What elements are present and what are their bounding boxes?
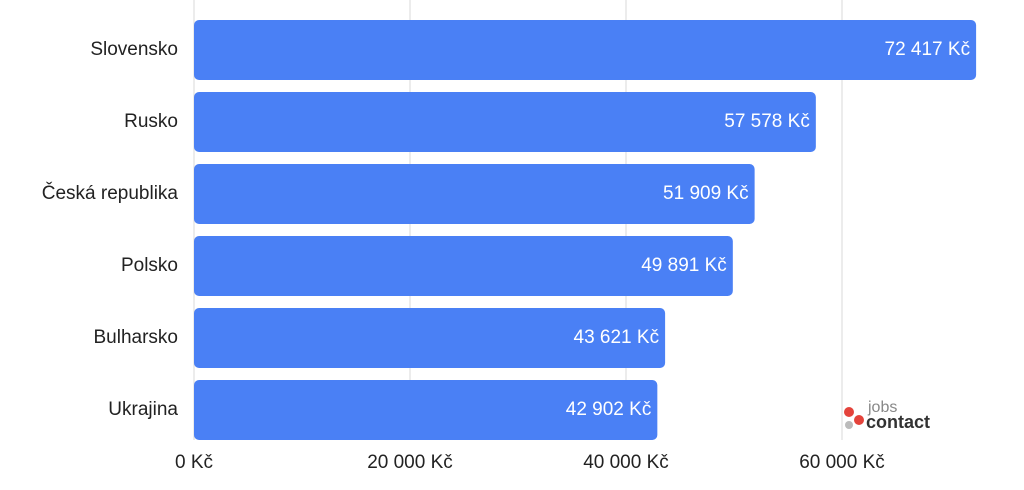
y-tick-label: Bulharsko — [94, 327, 179, 348]
logo-text: jobs — [867, 399, 897, 416]
bar — [194, 236, 733, 296]
bar — [194, 308, 666, 368]
bar — [194, 380, 658, 440]
bar — [194, 92, 816, 152]
y-tick-label: Česká republika — [42, 182, 179, 204]
x-tick-label: 20 000 Kč — [367, 452, 453, 473]
y-tick-label: Polsko — [121, 255, 178, 276]
logo-text: contact — [866, 412, 930, 432]
value-label: 72 417 Kč — [885, 39, 971, 60]
y-tick-label: Slovensko — [90, 39, 178, 60]
x-tick-label: 0 Kč — [175, 452, 213, 473]
value-label: 42 902 Kč — [566, 399, 652, 420]
x-tick-label: 40 000 Kč — [583, 452, 669, 473]
bar — [194, 164, 755, 224]
logo: jobs contact — [844, 399, 930, 432]
bar — [194, 20, 977, 80]
y-tick-label: Rusko — [124, 111, 178, 132]
logo-icon — [854, 415, 864, 425]
value-label: 51 909 Kč — [663, 183, 749, 204]
value-label: 49 891 Kč — [641, 255, 727, 276]
x-tick-label: 60 000 Kč — [799, 452, 885, 473]
value-label: 57 578 Kč — [724, 111, 810, 132]
value-label: 43 621 Kč — [574, 327, 660, 348]
y-tick-label: Ukrajina — [108, 399, 178, 420]
logo-icon — [845, 421, 853, 429]
logo-icon — [844, 407, 854, 417]
